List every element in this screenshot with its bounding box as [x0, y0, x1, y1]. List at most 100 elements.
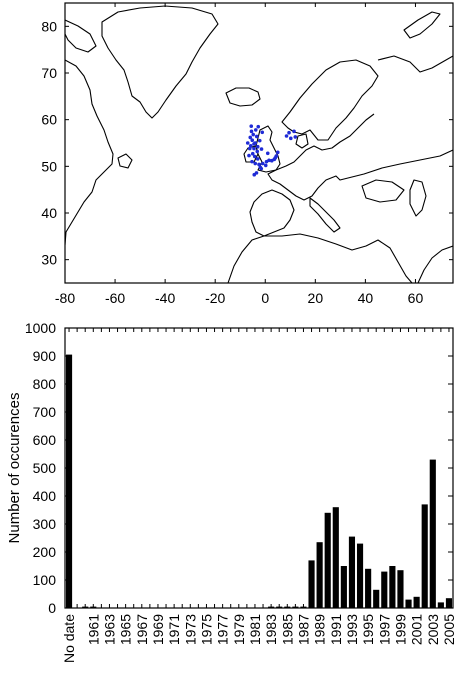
- occurrence-point: [246, 141, 250, 145]
- occurrence-point: [250, 160, 254, 164]
- map-x-tick-label: -20: [205, 290, 225, 306]
- occurrence-point: [247, 154, 251, 158]
- bar-x-axis: No date 1961 1963 1965 1967 1969 1971 1973 1975 1…: [61, 328, 457, 663]
- bar-y-tick-label: 1000: [25, 320, 56, 336]
- bar-y-tick-label: 800: [33, 376, 57, 392]
- occurrence-point: [250, 130, 254, 134]
- map-coastlines: [65, 6, 453, 283]
- bar-y-tick-label: 600: [33, 432, 57, 448]
- bar: [430, 460, 436, 608]
- bar: [389, 566, 395, 608]
- bar: [422, 504, 428, 608]
- occurrence-point: [260, 147, 264, 151]
- bar-y-axis: 0 100 200 300 400 500 600 700 800 900 1000: [25, 320, 453, 616]
- map-x-tick-label: 20: [308, 290, 324, 306]
- map-y-tick-label: 40: [41, 205, 57, 221]
- coast-arabia: [418, 246, 453, 283]
- bar-y-tick-label: 200: [33, 544, 57, 560]
- bar-y-tick-label: 100: [33, 572, 57, 588]
- bar-x-tick-label: 1977: [215, 614, 231, 645]
- bar-x-tick-label: 1999: [392, 614, 408, 645]
- occurrence-point: [253, 155, 257, 159]
- bar-x-tick-label: 1987: [295, 614, 311, 645]
- map-x-tick-label: 60: [408, 290, 424, 306]
- bar-x-tick-label: 1965: [118, 614, 134, 645]
- occurrence-point: [261, 162, 265, 166]
- bar: [365, 569, 371, 608]
- occurrence-point: [285, 134, 289, 138]
- bar-x-tick-label: No date: [61, 614, 77, 663]
- bar-x-tick-label: 1989: [312, 614, 328, 645]
- bar: [308, 560, 314, 608]
- bar-x-tick-label: 1975: [198, 614, 214, 645]
- bar: [381, 572, 387, 608]
- map-y-tick-label: 60: [41, 112, 57, 128]
- map-y-tick-label: 50: [41, 158, 57, 174]
- coast-denmark: [296, 134, 308, 148]
- occurrence-point: [252, 147, 256, 151]
- bar: [357, 544, 363, 608]
- bar: [66, 355, 72, 608]
- bar-x-tick-label: 1963: [101, 614, 117, 645]
- coast-arctic-islands: [65, 20, 96, 52]
- coast-caspian-sea: [410, 180, 426, 216]
- occurrence-point: [256, 145, 260, 149]
- map-y-tick-label: 70: [41, 65, 57, 81]
- coast-north-russia: [378, 56, 453, 72]
- bar-x-tick-label: 1971: [166, 614, 182, 645]
- occurrence-point: [249, 124, 253, 128]
- bar: [317, 542, 323, 608]
- bar: [397, 570, 403, 608]
- bar-x-tick-label: 1995: [360, 614, 376, 645]
- bar-x-tick-label: 2005: [441, 614, 457, 645]
- occurrence-bar-chart: 0 100 200 300 400 500 600 700 800 900 1000 No date…: [6, 320, 457, 663]
- map-y-tick-label: 30: [41, 252, 57, 268]
- occurrence-point: [287, 131, 291, 135]
- coast-newfoundland: [118, 154, 132, 168]
- coast-iceland: [226, 88, 260, 106]
- coast-europe: [268, 114, 453, 200]
- bar-y-tick-label: 500: [33, 460, 57, 476]
- map-frame: [65, 3, 453, 283]
- y-axis-label: Number of occurences: [6, 393, 23, 544]
- occurrence-point: [251, 133, 255, 137]
- occurrence-point: [253, 162, 257, 166]
- occurrence-point: [255, 135, 259, 139]
- bar-x-tick-label: 1991: [328, 614, 344, 645]
- occurrence-point: [252, 142, 256, 146]
- map-x-tick-label: 40: [358, 290, 374, 306]
- bar-x-tick-label: 1973: [182, 614, 198, 645]
- occurrence-point: [252, 173, 256, 177]
- occurrence-point: [258, 139, 262, 143]
- bar-y-tick-label: 400: [33, 488, 57, 504]
- occurrence-point: [256, 125, 260, 129]
- bar-x-tick-label: 1961: [85, 614, 101, 645]
- bar-x-tick-label: 2001: [409, 614, 425, 645]
- map-x-tick-label: 0: [261, 290, 269, 306]
- bar-y-tick-label: 900: [33, 348, 57, 364]
- bar-y-tick-label: 0: [48, 600, 56, 616]
- coast-north-america: [65, 60, 113, 245]
- bar-x-tick-label: 2003: [425, 614, 441, 645]
- occurrence-point: [264, 164, 268, 168]
- map-x-tick-label: -40: [155, 290, 175, 306]
- bar-x-tick-label: 1997: [376, 614, 392, 645]
- occurrence-point: [273, 156, 277, 160]
- map-x-axis: -80 -60 -40 -20 0 20 40 60: [55, 3, 424, 306]
- bar: [325, 513, 331, 608]
- bars: [66, 355, 452, 608]
- bar-x-tick-label: 1985: [279, 614, 295, 645]
- bar-x-tick-label: 1993: [344, 614, 360, 645]
- bar-x-tick-label: 1967: [134, 614, 150, 645]
- map-x-tick-label: -60: [105, 290, 125, 306]
- map-x-tick-label: -80: [55, 290, 75, 306]
- occurrence-point: [292, 130, 296, 134]
- coast-iberia: [250, 190, 294, 236]
- occurrence-point: [293, 135, 297, 139]
- occurrence-point: [248, 147, 252, 151]
- occurrence-point: [289, 137, 293, 141]
- coast-greenland: [102, 6, 218, 118]
- occurrence-point: [260, 130, 264, 134]
- bar-y-tick-label: 300: [33, 516, 57, 532]
- coast-novaya-zemlya: [404, 12, 440, 38]
